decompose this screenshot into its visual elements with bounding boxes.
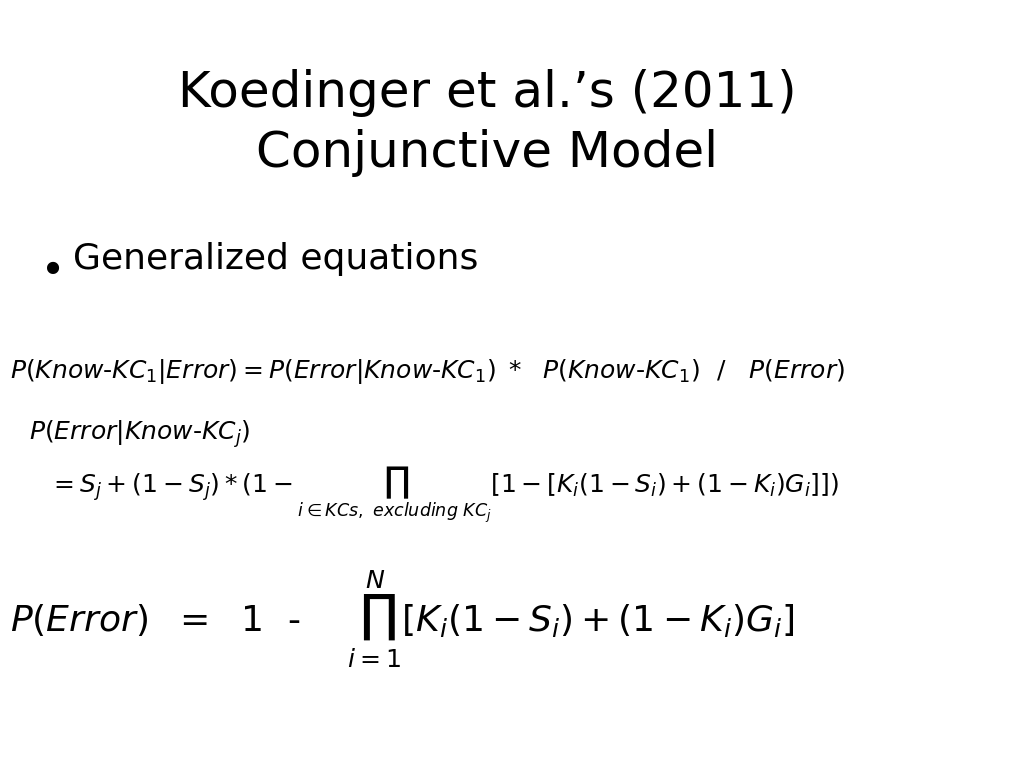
Text: $P(Error|Know\text{-}KC_j)$: $P(Error|Know\text{-}KC_j)$ [30,419,251,450]
Text: $P(Know\text{-}KC_1|Error) = P(Error|Know\text{-}KC_1)\ *\ \ P(Know\text{-}KC_1): $P(Know\text{-}KC_1|Error) = P(Error|Kno… [10,357,845,386]
Text: $= S_j + (1-S_j)*(1-\prod_{i\in KCs,\ excluding\ KC_j}[1-[K_i(1-S_i)+(1-K_i)G_i]: $= S_j + (1-S_j)*(1-\prod_{i\in KCs,\ ex… [49,465,839,526]
Text: $\bullet$: $\bullet$ [39,246,60,288]
Text: Koedinger et al.’s (2011)
Conjunctive Model: Koedinger et al.’s (2011) Conjunctive Mo… [178,69,797,177]
Text: $P(Error)\ \ =\ \ 1\ \ \text{-}\ \ \ \ \prod_{i=1}^{N}[K_i(1-S_i)+(1-K_i)G_i]$: $P(Error)\ \ =\ \ 1\ \ \text{-}\ \ \ \ \… [10,568,794,670]
Text: Generalized equations: Generalized equations [73,242,478,276]
